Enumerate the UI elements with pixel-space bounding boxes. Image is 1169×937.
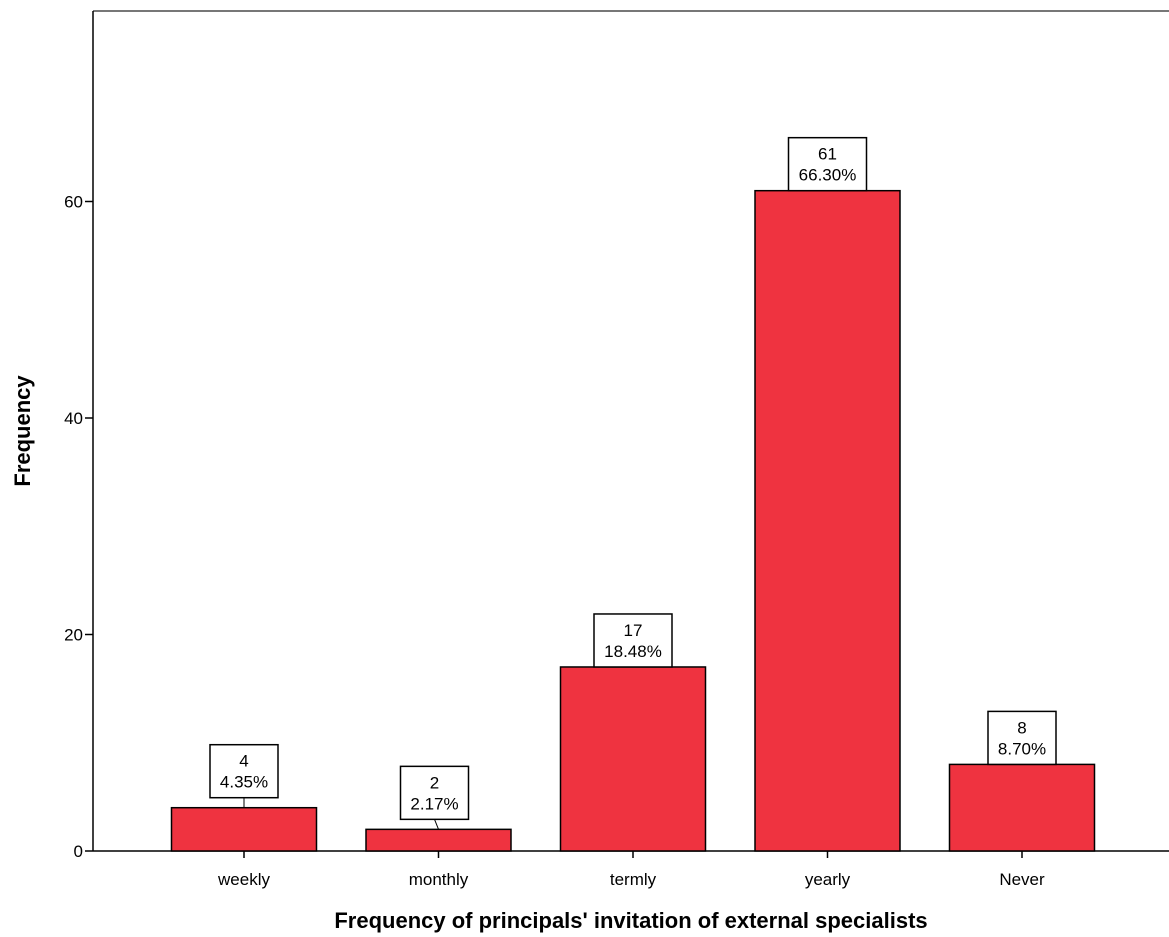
data-label-count: 4 xyxy=(239,752,248,771)
y-tick-label: 40 xyxy=(64,409,83,428)
bar-never xyxy=(948,763,1096,852)
x-tick-label-never: Never xyxy=(999,870,1045,889)
data-label-box xyxy=(987,710,1057,766)
y-axis-ticks: 0 20 40 60 xyxy=(64,193,93,861)
data-label-percent: 18.48% xyxy=(604,642,662,661)
data-label-percent: 2.17% xyxy=(410,794,458,813)
bar-weekly xyxy=(170,806,318,852)
x-axis-ticks: weekly monthly termly yearly Never xyxy=(217,851,1045,889)
data-label-percent: 8.70% xyxy=(998,739,1046,758)
data-label-box xyxy=(593,613,673,668)
bar-yearly xyxy=(754,189,901,852)
data-label-count: 8 xyxy=(1017,718,1026,737)
bar-monthly xyxy=(365,828,512,852)
data-label-count: 2 xyxy=(430,773,439,792)
data-label-box xyxy=(399,765,470,821)
y-axis-title: Frequency xyxy=(10,375,35,487)
x-tick-label-termly: termly xyxy=(610,870,657,889)
y-tick-label: 0 xyxy=(74,842,83,861)
x-tick-label-weekly: weekly xyxy=(217,870,270,889)
data-label-count: 17 xyxy=(624,621,643,640)
data-label-count: 61 xyxy=(818,145,837,164)
bars-group xyxy=(170,189,1096,852)
x-axis-title: Frequency of principals' invitation of e… xyxy=(334,908,927,933)
data-label-percent: 66.30% xyxy=(799,166,857,185)
bar-termly xyxy=(559,666,707,852)
x-tick-label-monthly: monthly xyxy=(409,870,469,889)
data-label-percent: 4.35% xyxy=(220,773,268,792)
y-tick-label: 60 xyxy=(64,193,83,212)
data-labels-group: 4 4.35% 2 2.17% 17 18.48% 61 66.30% 8 8.70% xyxy=(209,136,1057,830)
y-tick-label: 20 xyxy=(64,626,83,645)
x-tick-label-yearly: yearly xyxy=(805,870,851,889)
data-label-box xyxy=(209,743,279,799)
data-label-box xyxy=(787,136,868,192)
label-leader-line xyxy=(434,819,439,830)
